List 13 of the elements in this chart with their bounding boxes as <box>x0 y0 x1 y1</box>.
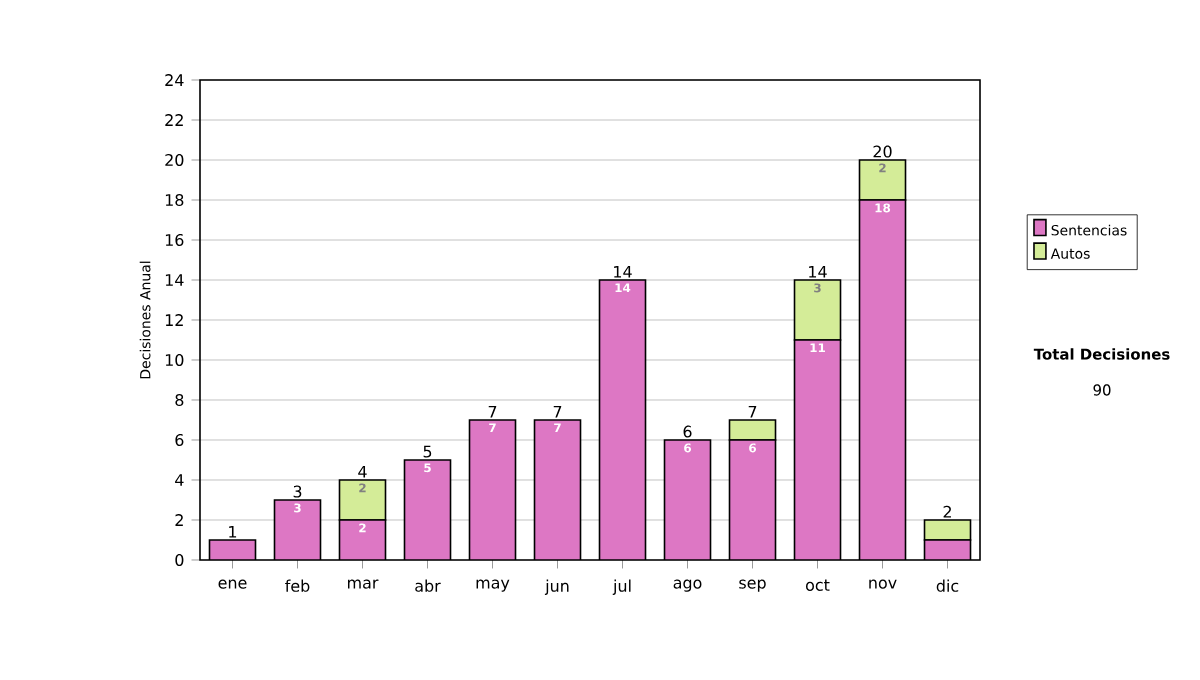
bar <box>534 420 581 560</box>
bar <box>338 479 387 521</box>
bar <box>404 460 451 560</box>
bar <box>339 520 386 560</box>
bar <box>664 440 711 560</box>
bar <box>793 279 842 341</box>
bar <box>728 419 777 441</box>
bar <box>729 440 776 560</box>
bar <box>599 280 646 560</box>
bar <box>274 500 321 560</box>
bar <box>859 200 906 560</box>
bar <box>794 340 841 560</box>
bar <box>469 420 516 560</box>
